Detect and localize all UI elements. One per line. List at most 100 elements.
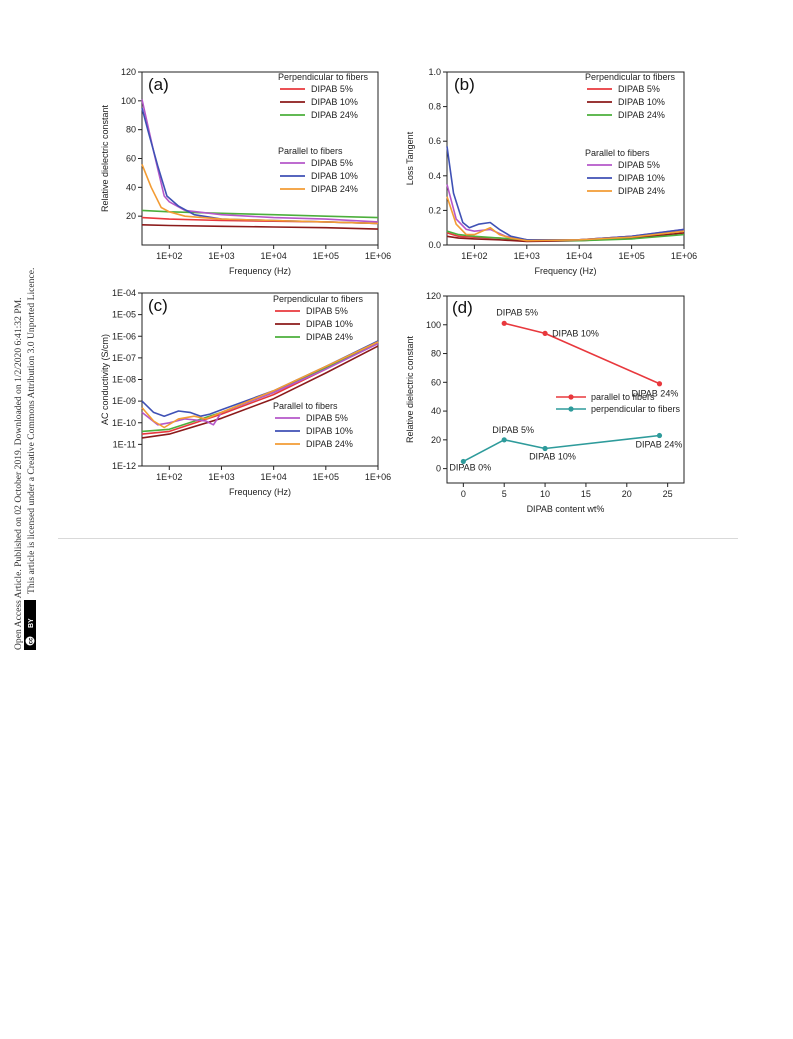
y-tick-label: 100 <box>426 320 441 330</box>
x-tick-label: 1E+02 <box>461 251 487 261</box>
legend-label: DIPAB 24% <box>618 110 665 120</box>
legend-group-title: Parallel to fibers <box>273 401 338 411</box>
x-tick-label: 1E+05 <box>313 251 339 261</box>
x-axis-title: Frequency (Hz) <box>229 266 291 276</box>
legend-label: DIPAB 5% <box>618 84 660 94</box>
panel-label: (c) <box>148 296 168 315</box>
legend-label: DIPAB 5% <box>306 413 348 423</box>
notice-line-2: This article is licensed under a Creativ… <box>26 268 37 594</box>
notice-line-1: Open Access Article. Published on 02 Oct… <box>13 297 24 650</box>
data-point <box>656 432 663 439</box>
series-line <box>446 196 685 242</box>
y-tick-label: 1E-07 <box>112 353 136 363</box>
series-line <box>141 342 379 426</box>
y-axis-title: Relative dielectric constant <box>405 335 415 443</box>
panel-label: (b) <box>454 75 475 94</box>
legend-label: DIPAB 10% <box>618 173 665 183</box>
y-tick-label: 40 <box>126 182 136 192</box>
license-notice: Open Access Article. Published on 02 Oct… <box>6 195 42 655</box>
x-tick-label: 1E+03 <box>514 251 540 261</box>
y-tick-label: 0.8 <box>428 102 441 112</box>
legend-label: DIPAB 24% <box>311 110 358 120</box>
panel-label: (d) <box>452 298 473 317</box>
y-tick-label: 60 <box>431 377 441 387</box>
figure-charts: (a) 1E+02 1E+03 1E+04 1E+05 1E+06 20 40 60 80 100 1… <box>100 67 697 514</box>
x-tick-label: 1E+03 <box>208 472 234 482</box>
y-tick-label: 20 <box>126 211 136 221</box>
data-point <box>656 381 663 387</box>
y-axis-title: AC conductivity (S/cm) <box>100 334 110 425</box>
legend-label: DIPAB 10% <box>311 97 358 107</box>
y-tick-label: 1E-08 <box>112 375 136 385</box>
x-axis-title: DIPAB content wt% <box>527 504 605 514</box>
y-tick-label: 80 <box>126 125 136 135</box>
y-tick-label: 60 <box>126 154 136 164</box>
x-axis-title: Frequency (Hz) <box>229 487 291 497</box>
y-tick-label: 40 <box>431 406 441 416</box>
y-tick-label: 1E-06 <box>112 331 136 341</box>
legend-label: DIPAB 5% <box>311 84 353 94</box>
y-tick-label: 1.0 <box>428 67 441 77</box>
y-tick-label: 20 <box>431 435 441 445</box>
data-point <box>542 445 548 452</box>
legend-label: DIPAB 24% <box>306 332 353 342</box>
x-tick-label: 1E+06 <box>671 251 697 261</box>
cc-icon <box>24 635 36 647</box>
legend-label: DIPAB 5% <box>306 306 348 316</box>
x-tick-label: 1E+06 <box>365 472 391 482</box>
legend-label: parallel to fibers <box>591 392 655 402</box>
y-tick-label: 1E-12 <box>112 461 136 471</box>
x-tick-label: 1E+03 <box>208 251 234 261</box>
legend-marker <box>568 406 574 412</box>
legend-label: DIPAB 10% <box>306 426 353 436</box>
series-line <box>141 209 379 219</box>
data-point <box>542 330 548 336</box>
x-axis-title: Frequency (Hz) <box>534 266 596 276</box>
x-tick-label: 1E+06 <box>365 251 391 261</box>
y-tick-label: 80 <box>431 349 441 359</box>
point-annotation: DIPAB 10% <box>552 328 599 338</box>
data-point <box>501 437 507 443</box>
cc-badge-cc: cc <box>29 637 35 644</box>
cc-badge-by: BY <box>28 618 35 628</box>
y-tick-label: 1E-11 <box>113 439 136 449</box>
legend-label: DIPAB 10% <box>306 319 353 329</box>
divider-line <box>58 538 738 539</box>
y-axis-title: Loss Tangent <box>405 131 415 185</box>
legend-group-title: Parallel to fibers <box>278 146 343 156</box>
legend-group-title: Perpendicular to fibers <box>585 72 676 82</box>
x-tick-label: 1E+05 <box>618 251 644 261</box>
data-point <box>460 458 466 465</box>
x-tick-label: 1E+04 <box>261 472 287 482</box>
point-annotation: DIPAB 0% <box>449 462 491 472</box>
series-line <box>141 224 379 230</box>
y-tick-label: 120 <box>426 291 441 301</box>
point-annotation: DIPAB 5% <box>496 307 538 317</box>
y-tick-label: 120 <box>121 67 136 77</box>
y-tick-label: 0.0 <box>428 240 441 250</box>
point-annotation: DIPAB 5% <box>492 425 534 435</box>
point-annotation: DIPAB 24% <box>631 389 678 399</box>
y-tick-label: 1E-09 <box>112 396 136 406</box>
x-tick-label: 20 <box>622 489 632 499</box>
plot-frame-2 <box>446 71 685 246</box>
x-tick-label: 5 <box>502 489 507 499</box>
legend-group-title: Perpendicular to fibers <box>278 72 369 82</box>
legend-label: DIPAB 10% <box>311 171 358 181</box>
x-tick-label: 10 <box>540 489 550 499</box>
panel-label: (a) <box>148 75 169 94</box>
y-axis-title: Relative dielectric constant <box>100 104 110 212</box>
series-line <box>141 340 379 418</box>
legend-group-title: Parallel to fibers <box>585 148 650 158</box>
legend-group-title: Perpendicular to fibers <box>273 294 364 304</box>
point-annotation: DIPAB 10% <box>529 451 576 461</box>
legend-label: DIPAB 5% <box>618 160 660 170</box>
y-tick-label: 0.2 <box>428 205 441 215</box>
license-notice-svg: Open Access Article. Published on 02 Oct… <box>13 268 37 650</box>
legend-label: DIPAB 24% <box>306 439 353 449</box>
series-line <box>141 341 379 429</box>
legend-marker <box>568 394 574 400</box>
plot-frame-4 <box>446 295 685 484</box>
legend-label: DIPAB 10% <box>618 97 665 107</box>
x-tick-label: 1E+04 <box>566 251 592 261</box>
